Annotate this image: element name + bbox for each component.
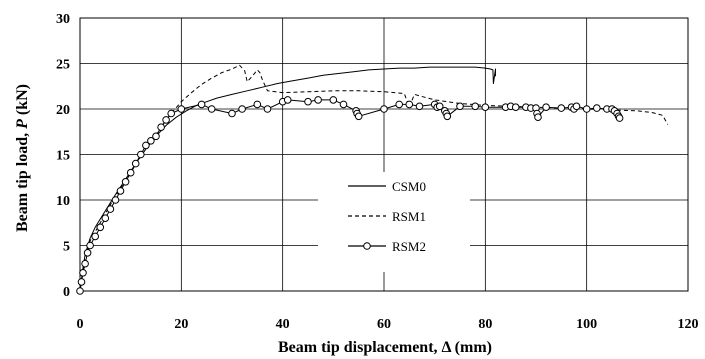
legend-marker-rsm2 [363, 242, 371, 250]
data-point-rsm2 [131, 159, 140, 168]
data-point-rsm2 [111, 196, 120, 204]
y-tick-label: 25 [56, 58, 70, 73]
x-axis-title: Beam tip displacement, Δ (mm) [278, 339, 492, 356]
x-tick-label: 0 [77, 317, 84, 332]
plot-frame [79, 17, 689, 292]
x-tick-label: 60 [377, 317, 391, 332]
y-tick-label: 10 [56, 194, 70, 209]
data-point-rsm2 [380, 105, 388, 113]
x-tick-label: 100 [576, 317, 597, 332]
y-tick-label: 5 [63, 240, 70, 255]
data-point-rsm2 [534, 113, 542, 121]
x-tick-label: 20 [174, 317, 188, 332]
data-point-rsm2 [157, 123, 165, 131]
data-point-rsm2 [511, 103, 520, 111]
legend-label-csm0: CSM0 [392, 179, 426, 194]
y-tick-label: 15 [56, 149, 70, 164]
legend-label-rsm1: RSM1 [392, 209, 426, 224]
data-point-rsm2 [471, 102, 480, 111]
y-axis-title-symbol: P [14, 119, 31, 130]
data-point-rsm2 [152, 132, 160, 141]
y-tick-label: 0 [63, 285, 70, 300]
data-point-rsm2 [147, 137, 155, 145]
legend-label-rsm2: RSM2 [392, 239, 426, 254]
axes: 0 20 40 60 80 100 120 0 5 10 15 20 25 30 [56, 12, 699, 332]
y-axis-title: Beam tip load, P (kN) [14, 84, 31, 232]
series-line-csm0 [79, 66, 496, 292]
data-point-rsm2 [283, 96, 292, 104]
legend: CSM0 RSM1 RSM2 [318, 172, 470, 272]
y-tick-label: 20 [56, 103, 70, 118]
data-point-rsm2 [197, 100, 206, 109]
y-tick-label: 30 [56, 12, 70, 27]
legend-box [318, 172, 470, 272]
data-point-rsm2 [81, 259, 89, 268]
data-point-rsm2 [593, 104, 601, 112]
axis-labels: Beam tip displacement, Δ (mm) Beam tip l… [14, 84, 492, 356]
data-point-rsm2 [456, 102, 464, 111]
data-point-rsm2 [177, 105, 186, 113]
data-point-rsm2 [582, 105, 591, 113]
data-point-rsm2 [238, 105, 246, 113]
data-point-rsm2 [79, 269, 87, 277]
data-point-rsm2 [96, 223, 105, 232]
data-point-rsm2 [481, 103, 490, 111]
data-point-rsm2 [395, 100, 404, 109]
data-point-rsm2 [167, 109, 175, 118]
data-point-rsm2 [207, 105, 216, 113]
data-point-rsm2 [126, 168, 135, 177]
data-point-rsm2 [253, 100, 262, 109]
data-point-rsm2 [339, 100, 348, 109]
data-point-rsm2 [77, 278, 86, 286]
data-point-rsm2 [354, 112, 363, 121]
data-point-rsm2 [137, 150, 145, 159]
data-point-rsm2 [106, 205, 115, 213]
data-point-rsm2 [572, 102, 581, 111]
y-axis-title-prefix: Beam tip load, [14, 129, 31, 232]
x-tick-label: 40 [276, 317, 290, 332]
data-point-rsm2 [314, 96, 322, 104]
data-point-rsm2 [86, 241, 94, 250]
data-point-rsm2 [443, 112, 452, 121]
data-point-rsm2 [116, 187, 125, 195]
data-point-rsm2 [615, 114, 624, 122]
data-point-rsm2 [557, 104, 566, 112]
data-point-rsm2 [263, 105, 272, 113]
data-point-rsm2 [76, 287, 84, 295]
data-point-rsm2 [435, 102, 444, 111]
data-point-rsm2 [329, 96, 338, 104]
data-point-rsm2 [228, 109, 236, 118]
data-point-rsm2 [142, 141, 150, 150]
x-tick-label: 120 [678, 317, 699, 332]
data-point-rsm2 [405, 100, 414, 109]
y-axis-title-suffix: (kN) [14, 84, 31, 119]
data-point-rsm2 [121, 178, 130, 186]
data-point-rsm2 [415, 102, 424, 111]
data-point-rsm2 [101, 214, 110, 222]
data-point-rsm2 [91, 232, 99, 241]
data-point-rsm2 [83, 249, 92, 257]
data-point-rsm2 [162, 116, 170, 124]
x-tick-label: 80 [478, 317, 492, 332]
data-point-rsm2 [542, 103, 550, 111]
plot-series [76, 64, 669, 295]
data-point-rsm2 [304, 97, 312, 106]
